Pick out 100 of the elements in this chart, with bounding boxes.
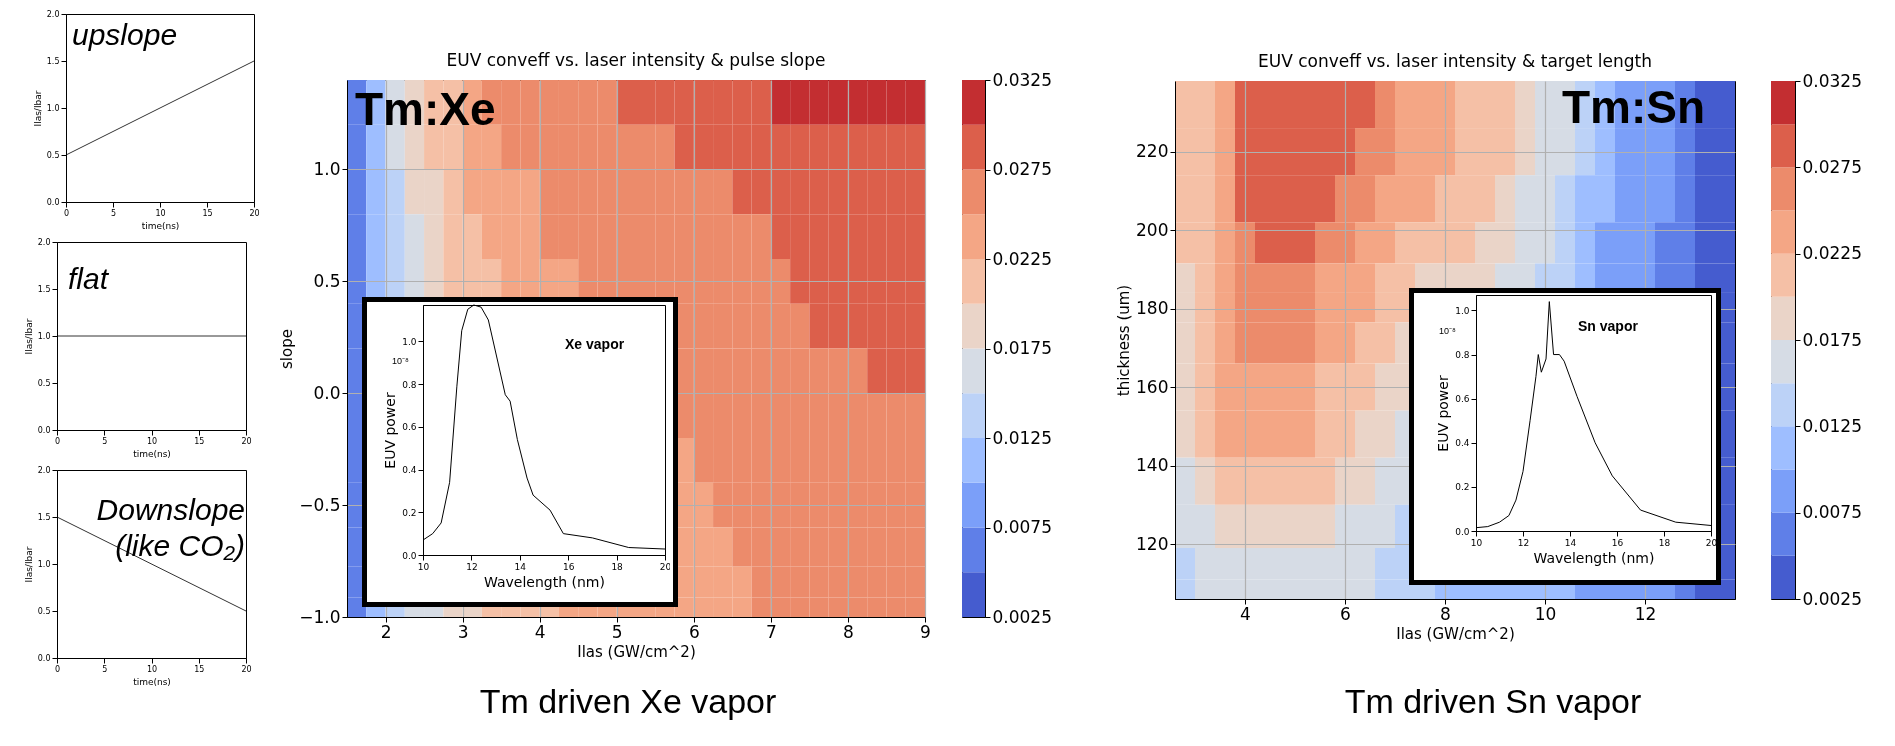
x-tick-label: 2 [380, 621, 392, 642]
y-tick-label: 160 [1136, 376, 1169, 397]
y-tick-label: 1.0 [402, 336, 417, 347]
color-bar-label: 0.0175 [1802, 329, 1862, 350]
x-tick-label: 16 [1611, 537, 1624, 548]
x-tick-label: 10 [146, 436, 158, 446]
x-tick-label: 5 [102, 664, 108, 674]
color-bar-label: 0.0075 [1802, 502, 1862, 523]
color-bar-label: 0.0225 [992, 248, 1052, 269]
y-tick-label: 0.0 [46, 197, 60, 207]
y-tick-label: 120 [1136, 533, 1169, 554]
y-tick-label: 0.4 [402, 465, 417, 476]
y-tick-label: −0.5 [299, 494, 341, 515]
x-tick-label: 15 [194, 436, 205, 446]
color-bar-label: 0.0325 [1802, 70, 1862, 91]
x-tick-label: 4 [534, 621, 546, 642]
x-tick-label: 20 [241, 436, 252, 446]
y-axis-title: slope [278, 329, 297, 369]
color-bar-label: 0.0075 [992, 517, 1052, 537]
y-tick-label: 2.0 [46, 9, 60, 19]
x-tick-label: 10 [1534, 603, 1557, 624]
x-tick-label: 10 [1470, 537, 1483, 548]
y-tick-label: 1.5 [37, 284, 51, 294]
x-tick-label: 15 [194, 664, 205, 674]
y-axis-title: Ilas/Ibar [23, 318, 34, 355]
x-axis-title: Wavelength (nm) [1533, 549, 1655, 566]
y-tick-label: −1.0 [299, 606, 341, 627]
x-axis-title: Wavelength (nm) [484, 573, 605, 590]
y-axis-title: EUV power [382, 392, 399, 469]
x-axis-title: time(ns) [133, 448, 171, 459]
y-tick-label: 0.8 [402, 379, 417, 390]
y-tick-label: 0.0 [37, 425, 51, 435]
x-tick-label: 18 [1658, 537, 1671, 548]
chart-title: EUV conveff vs. laser intensity & pulse slope [446, 50, 826, 70]
color-bar-label: 0.0025 [992, 606, 1052, 627]
y-tick-label: 0.2 [402, 507, 417, 518]
y-tick-label: 1.0 [37, 559, 51, 569]
x-tick-label: 12 [1517, 537, 1530, 548]
y-tick-label: 1.0 [1455, 305, 1470, 316]
y-axis-title: Ilas/Ibar [32, 90, 43, 127]
y-tick-label: 1.0 [313, 159, 341, 179]
x-tick-label: 10 [155, 208, 166, 218]
color-bar-label: 0.0025 [1802, 588, 1862, 609]
x-tick-label: 20 [659, 561, 672, 572]
text: Tm driven Sn vapor [1344, 682, 1642, 721]
x-tick-label: 5 [110, 208, 117, 218]
y-tick-label: 0.0 [313, 382, 341, 403]
x-tick-label: 9 [920, 621, 931, 642]
chart-title: EUV conveff vs. laser intensity & target length [1258, 51, 1652, 71]
y-tick-label: 0.5 [37, 378, 51, 388]
y-tick-label: 0.8 [1455, 350, 1470, 361]
y-tick-label: 1.5 [37, 512, 51, 522]
color-bar-label: 0.0275 [1802, 156, 1862, 177]
y-tick-label: 0.6 [402, 422, 417, 433]
y-tick-label: 0.0 [37, 653, 51, 663]
y-tick-label: 0.6 [1455, 394, 1470, 405]
y-tick-label: 2.0 [37, 237, 51, 247]
color-bar-label: 0.0325 [992, 69, 1052, 90]
x-tick-label: 20 [241, 664, 252, 674]
x-tick-label: 5 [611, 621, 623, 642]
x-tick-label: 12 [1634, 603, 1657, 624]
x-tick-label: 18 [611, 561, 624, 572]
y-tick-label: 180 [1136, 298, 1169, 319]
y-tick-label: 1.0 [37, 331, 51, 341]
y-tick-label: 1.0 [46, 103, 60, 113]
y-tick-label: 0.2 [1455, 482, 1470, 493]
x-axis-title: time(ns) [133, 676, 171, 687]
y-tick-label: 1.5 [46, 56, 60, 66]
x-tick-label: 6 [688, 621, 700, 642]
x-tick-label: 5 [102, 436, 108, 446]
y-tick-label: 200 [1136, 219, 1169, 240]
y-tick-label: 0.0 [1455, 526, 1470, 537]
y-tick-label: 0.0 [402, 550, 417, 561]
x-tick-label: 14 [1564, 537, 1577, 548]
annotation: flat [68, 262, 109, 296]
x-tick-label: 3 [457, 621, 469, 642]
color-bar-label: 0.0175 [992, 338, 1052, 358]
color-bar-label: 0.0125 [1802, 415, 1862, 436]
x-tick-label: 0 [54, 436, 61, 446]
x-tick-label: 20 [1705, 537, 1718, 548]
y-tick-label: 0.5 [37, 606, 51, 616]
x-tick-label: 7 [765, 621, 777, 642]
y-tick-label: 140 [1136, 455, 1169, 476]
annotation: Downslope (like CO₂) [95, 492, 245, 564]
x-tick-label: 10 [417, 561, 430, 572]
annotation: Tm:Sn [1562, 80, 1706, 134]
text: Tm driven Xe vapor [479, 682, 777, 721]
x-tick-label: 6 [1340, 603, 1351, 624]
y-tick-label: 2.0 [37, 465, 51, 475]
x-tick-label: 16 [562, 561, 575, 572]
x-tick-label: 8 [843, 621, 854, 642]
color-bar-label: 0.0225 [1802, 243, 1862, 264]
annotation: 10⁻⁸ [1439, 325, 1456, 337]
color-bar-label: 0.0125 [992, 427, 1052, 448]
x-tick-label: 10 [146, 664, 158, 674]
x-axis-title: Ilas (GW/cm^2) [577, 642, 696, 661]
y-axis-title: Ilas/Ibar [23, 546, 34, 583]
annotation: upslope [72, 18, 178, 52]
y-axis-title: thickness (um) [1115, 284, 1134, 397]
x-tick-label: 0 [54, 664, 61, 674]
